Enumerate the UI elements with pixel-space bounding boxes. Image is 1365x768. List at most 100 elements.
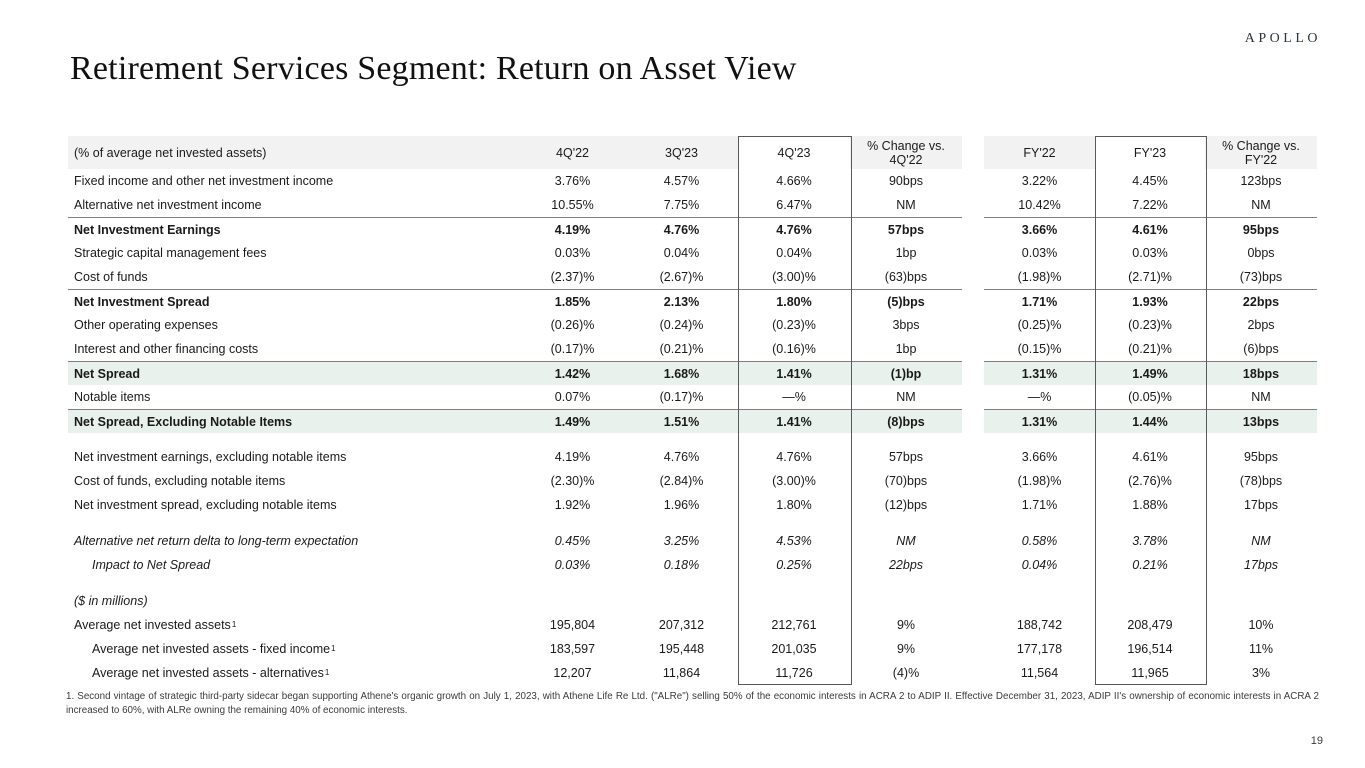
row-label: Average net invested assets 1 (74, 618, 237, 632)
cell-value: 0.03% (554, 246, 591, 260)
row-label: Net Investment Spread (68, 289, 520, 313)
cell-value: (0.25)% (1017, 318, 1062, 332)
table-row: Alternative net investment income 10.55% 7… (68, 193, 1317, 217)
cell-value: (0.21)% (659, 342, 704, 356)
cell-value: 2bps (1247, 318, 1275, 332)
cell-value: 13bps (1205, 409, 1317, 433)
cell-value: 10.55% (551, 198, 594, 212)
cell-value: 0.04% (776, 246, 812, 260)
cell-value: NM (1251, 198, 1271, 212)
cell-value: 1.42% (520, 361, 625, 385)
row-gap (962, 553, 984, 577)
cell-value: 212,761 (771, 618, 817, 632)
table-row: Average net invested assets - fixed inco… (68, 637, 1317, 661)
cell-value: 9% (896, 618, 916, 632)
row-gap (962, 637, 984, 661)
cell-value: 1.93% (1095, 289, 1205, 313)
table-row: Cost of funds (2.37)% (2.67)% (3.00)% (63)bp… (68, 265, 1317, 289)
cell-value (625, 589, 738, 613)
row-gap (962, 217, 984, 241)
cell-value: NM (1251, 390, 1271, 404)
cell-value: 4.76% (738, 217, 850, 241)
cell-value: 1.96% (663, 498, 700, 512)
cell-value: (1.98)% (1017, 474, 1062, 488)
cell-value: 11% (1248, 642, 1274, 656)
column-header: FY'22 (984, 136, 1095, 169)
cell-value: 1.80% (738, 289, 850, 313)
cell-value: 201,035 (771, 642, 817, 656)
row-label: Net investment earnings, excluding notab… (74, 450, 347, 464)
row-gap (962, 589, 984, 613)
row-label: Cost of funds (74, 270, 148, 284)
row-gap (962, 493, 984, 517)
cell-value: 11,564 (1020, 666, 1059, 680)
row-gap (962, 385, 984, 409)
cell-value: (2.71)% (1128, 270, 1172, 284)
row-gap (962, 337, 984, 361)
row-label: Net investment spread, excluding notable… (74, 498, 337, 512)
cell-value: 0.58% (1021, 534, 1058, 548)
table-row: Cost of funds, excluding notable items (2… (68, 469, 1317, 493)
cell-value: (3.00)% (772, 270, 816, 284)
cell-value: 95bps (1243, 450, 1279, 464)
column-header: 4Q'23 (738, 136, 850, 169)
cell-value: 1.71% (1021, 498, 1058, 512)
cell-value: (6)bps (1243, 342, 1279, 356)
table-row: Fixed income and other net investment in… (68, 169, 1317, 193)
cell-value: (0.17)% (550, 342, 595, 356)
cell-value: 1.88% (1132, 498, 1168, 512)
row-gap (962, 661, 984, 685)
table-header-row: (% of average net invested assets) 4Q'22 3… (68, 136, 1317, 169)
cell-value: —% (782, 390, 806, 404)
cell-value: 1.44% (1095, 409, 1205, 433)
cell-value: 1.31% (984, 361, 1095, 385)
table-row: Average net invested assets - alternativ… (68, 661, 1317, 685)
cell-value: 17bps (1243, 558, 1279, 572)
table-row: Net investment spread, excluding notable… (68, 493, 1317, 517)
cell-value: 3.22% (1021, 174, 1058, 188)
cell-value (738, 589, 850, 613)
row-label: Net Spread, Excluding Notable Items (68, 409, 520, 433)
column-header: FY'23 (1095, 136, 1205, 169)
row-label: Average net invested assets - alternativ… (92, 666, 330, 680)
table-row: Alternative net return delta to long-ter… (68, 529, 1317, 553)
cell-value: 11,864 (662, 666, 701, 680)
table-spacer-row (68, 433, 1317, 445)
cell-value: (0.23)% (1128, 318, 1172, 332)
row-gap (962, 409, 984, 433)
cell-value: 1.41% (738, 409, 850, 433)
cell-value: 17bps (1243, 498, 1279, 512)
row-label: Alternative net return delta to long-ter… (74, 534, 359, 548)
cell-value: 207,312 (658, 618, 705, 632)
cell-value: 195,448 (658, 642, 705, 656)
table-spacer-row (68, 577, 1317, 589)
cell-value: 10% (1248, 618, 1274, 632)
cell-value: 4.45% (1132, 174, 1168, 188)
cell-value: 3.76% (554, 174, 591, 188)
cell-value: (0.24)% (659, 318, 704, 332)
cell-value: 0.03% (554, 558, 591, 572)
table-row: Net Spread 1.42% 1.68% 1.41% (1)bp 1.31% 1.49%… (68, 361, 1317, 385)
cell-value: 4.61% (1095, 217, 1205, 241)
cell-value: (0.21)% (1128, 342, 1172, 356)
row-label: Average net invested assets - fixed inco… (92, 642, 336, 656)
cell-value: (1)bp (850, 361, 962, 385)
cell-value: 1.49% (1095, 361, 1205, 385)
cell-value: 1.31% (984, 409, 1095, 433)
cell-value: (2.76)% (1128, 474, 1172, 488)
cell-value: 90bps (888, 174, 924, 188)
cell-value: (0.15)% (1017, 342, 1062, 356)
header-gap (962, 136, 984, 169)
cell-value: (2.67)% (659, 270, 704, 284)
page-title: Retirement Services Segment: Return on A… (70, 50, 797, 87)
roa-table: (% of average net invested assets) 4Q'22 3… (68, 136, 1317, 685)
page-number: 19 (1310, 735, 1323, 747)
cell-value: 0.25% (776, 558, 812, 572)
row-gap (962, 469, 984, 493)
cell-value: 1.49% (520, 409, 625, 433)
cell-value: 10.42% (1018, 198, 1061, 212)
cell-value: (0.16)% (772, 342, 816, 356)
cell-value: 3.66% (984, 217, 1095, 241)
row-label: Alternative net investment income (74, 198, 262, 212)
cell-value: 183,597 (549, 642, 596, 656)
